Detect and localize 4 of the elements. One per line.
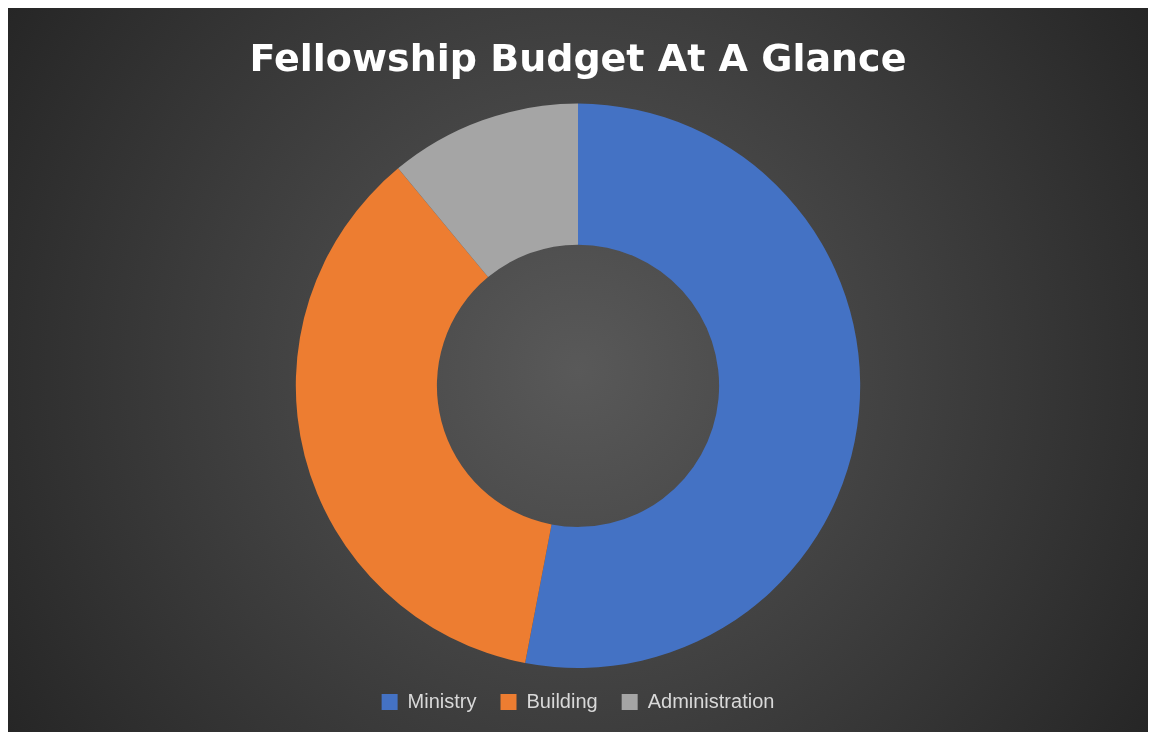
chart-title: Fellowship Budget At A Glance <box>249 35 907 80</box>
legend-label: Building <box>526 689 598 712</box>
legend-label: Ministry <box>407 689 477 712</box>
legend-label: Administration <box>647 689 775 712</box>
